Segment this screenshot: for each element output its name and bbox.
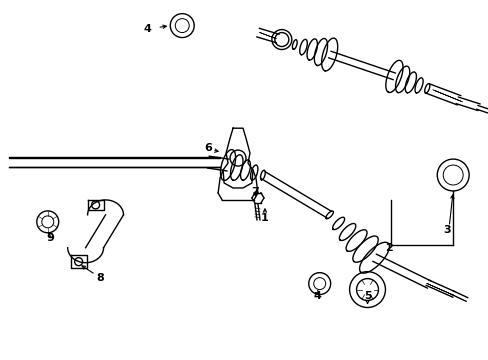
Text: 6: 6	[204, 143, 212, 153]
Text: 5: 5	[363, 291, 370, 301]
Text: 7: 7	[250, 187, 258, 197]
Text: 2: 2	[385, 243, 392, 253]
Text: 8: 8	[97, 273, 104, 283]
Text: 4: 4	[143, 24, 151, 33]
Text: 3: 3	[443, 225, 450, 235]
Text: 4: 4	[313, 291, 321, 301]
Text: 1: 1	[261, 213, 268, 223]
Text: 9: 9	[47, 233, 55, 243]
